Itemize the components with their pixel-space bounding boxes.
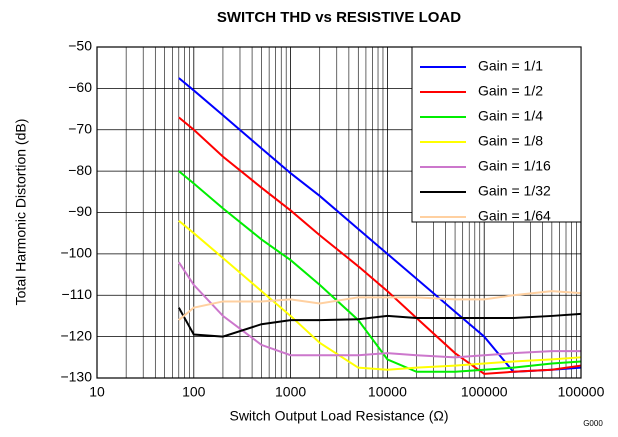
- x-tick-label: 10000: [368, 384, 407, 400]
- y-tick-label: −90: [68, 203, 92, 219]
- y-tick-label: −70: [68, 120, 92, 136]
- y-tick-label: −50: [68, 38, 92, 54]
- legend-label: Gain = 1/8: [478, 133, 543, 149]
- series-line: [177, 261, 581, 359]
- legend-label: Gain = 1/2: [478, 83, 543, 99]
- legend-label: Gain = 1/4: [478, 108, 543, 124]
- legend-label: Gain = 1/32: [478, 183, 551, 199]
- y-tick-label: −120: [60, 327, 92, 343]
- legend-label: Gain = 1/64: [478, 208, 551, 224]
- x-tick-label: 100: [182, 384, 206, 400]
- y-tick-label: −60: [68, 79, 92, 95]
- legend-label: Gain = 1/16: [478, 158, 551, 174]
- y-tick-label: −80: [68, 162, 92, 178]
- y-tick-label: −110: [62, 286, 93, 302]
- y-tick-label: −100: [60, 245, 92, 261]
- series-line: [178, 116, 582, 375]
- x-tick-label: 1000: [275, 384, 306, 400]
- y-axis-label: Total Harmonic Distortion (dB): [13, 119, 29, 306]
- x-axis-label: Switch Output Load Resistance (Ω): [229, 408, 448, 424]
- series-line: [178, 290, 582, 321]
- series-line: [178, 77, 582, 373]
- series-line: [177, 307, 582, 338]
- x-tick-label: 100000: [558, 384, 605, 400]
- series-line: [178, 170, 582, 373]
- series-line: [178, 220, 582, 371]
- x-tick-label: 10: [89, 384, 105, 400]
- chart-title: SWITCH THD vs RESISTIVE LOAD: [217, 9, 461, 26]
- figure-code: G000: [583, 419, 603, 428]
- y-tick-label: −130: [60, 369, 92, 385]
- legend-label: Gain = 1/1: [478, 58, 543, 74]
- x-tick-label: 100000: [461, 384, 508, 400]
